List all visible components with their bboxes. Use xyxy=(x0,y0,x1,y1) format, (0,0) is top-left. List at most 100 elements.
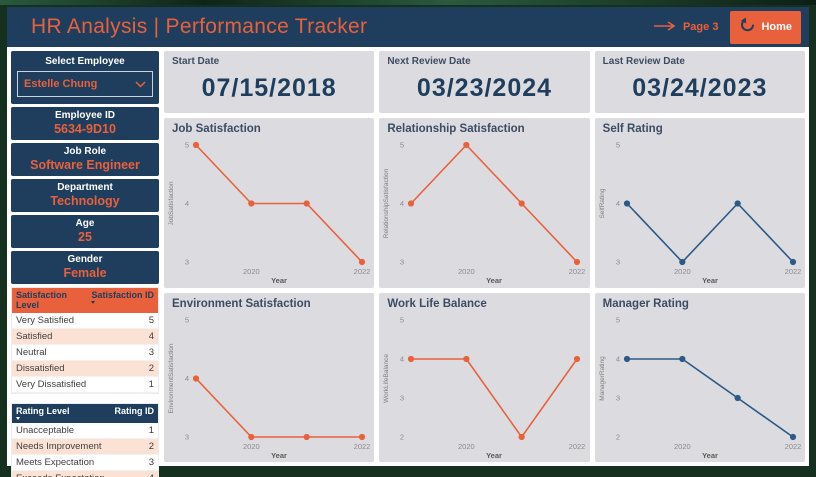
return-arrow-icon xyxy=(739,17,756,37)
home-button[interactable]: Home xyxy=(730,10,801,44)
svg-text:2: 2 xyxy=(615,432,619,441)
svg-text:3: 3 xyxy=(185,432,189,441)
field-value: Software Engineer xyxy=(30,158,140,172)
home-button-label: Home xyxy=(761,21,792,33)
column-header: Satisfaction Level xyxy=(16,290,68,310)
select-employee-label: Select Employee xyxy=(45,56,125,67)
work-life-balance-chart-card: Work Life Balance 5 4 3 2 WorkLifeBalance 202… xyxy=(379,292,590,463)
relationship-satisfaction-line-chart[interactable]: 5 4 3 RelationshipSatisfaction 2020 2022 Year xyxy=(379,135,589,288)
svg-text:4: 4 xyxy=(185,199,189,208)
svg-text:2020: 2020 xyxy=(243,267,260,276)
field-value: 25 xyxy=(78,230,92,244)
self-rating-line-chart[interactable]: 5 4 3 SelfRating 2020 2022 Year xyxy=(595,135,805,288)
svg-text:EnvironmentSatisfaction: EnvironmentSatisfaction xyxy=(168,343,175,413)
cell-level: Neutral xyxy=(16,347,47,358)
svg-text:Year: Year xyxy=(271,451,287,460)
job-role-card: Job Role Software Engineer xyxy=(11,143,159,176)
field-label: Job Role xyxy=(63,146,107,157)
next-page-nav[interactable]: Page 3 xyxy=(653,18,718,36)
cell-level: Needs Improvement xyxy=(16,441,102,452)
svg-text:2022: 2022 xyxy=(354,442,371,451)
chart-title: Self Rating xyxy=(602,123,663,135)
svg-text:3: 3 xyxy=(185,258,189,267)
table-row[interactable]: Satisfied 4 xyxy=(12,329,158,345)
employee-dropdown-value: Estelle Chung xyxy=(24,78,98,90)
svg-text:2020: 2020 xyxy=(243,442,260,451)
cell-id: 3 xyxy=(148,457,154,468)
svg-text:3: 3 xyxy=(615,393,619,402)
date-card-label: Start Date xyxy=(172,56,220,67)
date-card-value: 03/24/2023 xyxy=(632,73,768,102)
chart-svg: 5 4 3 2 WorkLifeBalance 2020 2022 Year xyxy=(383,315,586,460)
date-card-label: Last Review Date xyxy=(602,56,685,67)
right-arrow-icon xyxy=(653,18,677,36)
employee-dropdown[interactable]: Estelle Chung xyxy=(17,71,153,97)
table-row[interactable]: Exceeds Expectation 4 xyxy=(12,471,158,477)
svg-text:ManagerRating: ManagerRating xyxy=(599,355,606,400)
sort-caret-icon xyxy=(16,417,20,420)
table-row[interactable]: Very Dissatisfied 1 xyxy=(12,377,158,393)
svg-text:Year: Year xyxy=(702,276,718,285)
svg-text:5: 5 xyxy=(400,315,404,324)
column-header: Rating ID xyxy=(114,406,155,416)
date-card-value: 03/23/2024 xyxy=(416,73,553,102)
svg-text:2020: 2020 xyxy=(458,267,475,276)
svg-text:2020: 2020 xyxy=(674,442,691,451)
environment-satisfaction-line-chart[interactable]: 5 4 3 EnvironmentSatisfaction 2020 2022 Year xyxy=(164,310,374,463)
table-row[interactable]: Dissatisfied 2 xyxy=(12,361,158,377)
job-satisfaction-line-chart[interactable]: 5 4 3 JobSatisfaction 2020 2022 Year xyxy=(164,135,374,288)
svg-text:2022: 2022 xyxy=(569,267,586,276)
start-date-card: Start Date 07/15/2018 xyxy=(164,51,375,113)
manager-rating-chart-card: Manager Rating 5 4 3 2 ManagerRating 2020 2022… xyxy=(594,292,805,463)
field-label: Department xyxy=(57,182,113,193)
column-header: Satisfaction ID xyxy=(91,290,154,300)
svg-text:Year: Year xyxy=(271,276,287,285)
satisfaction-table: Satisfaction Level Satisfaction ID Very … xyxy=(11,287,159,394)
svg-text:3: 3 xyxy=(400,258,404,267)
table-row[interactable]: Meets Expectation 3 xyxy=(12,455,158,471)
date-card-label: Next Review Date xyxy=(387,56,471,67)
svg-text:Year: Year xyxy=(486,276,502,285)
cell-level: Unacceptable xyxy=(16,425,75,436)
svg-text:2022: 2022 xyxy=(784,267,801,276)
svg-text:4: 4 xyxy=(400,199,404,208)
svg-text:JobSatisfaction: JobSatisfaction xyxy=(168,181,175,225)
rating-table-header[interactable]: Rating Level Rating ID xyxy=(12,404,158,423)
table-row[interactable]: Needs Improvement 2 xyxy=(12,439,158,455)
svg-text:5: 5 xyxy=(185,141,189,150)
table-row[interactable]: Neutral 3 xyxy=(12,345,158,361)
column-header: Rating Level xyxy=(16,406,70,416)
svg-text:3: 3 xyxy=(400,393,404,402)
table-row[interactable]: Very Satisfied 5 xyxy=(12,313,158,329)
svg-text:RelationshipSatisfaction: RelationshipSatisfaction xyxy=(383,168,390,238)
svg-text:5: 5 xyxy=(185,315,189,324)
svg-text:5: 5 xyxy=(400,141,404,150)
gender-card: Gender Female xyxy=(11,251,159,284)
app-header: HR Analysis | Performance Tracker Page 3… xyxy=(7,7,809,47)
cell-id: 1 xyxy=(148,379,154,390)
cell-id: 3 xyxy=(148,347,154,358)
chart-title: Work Life Balance xyxy=(387,297,487,310)
svg-text:2020: 2020 xyxy=(458,442,475,451)
relationship-satisfaction-chart-card: Relationship Satisfaction 5 4 3 Relationshi… xyxy=(379,118,590,288)
cell-level: Very Dissatisfied xyxy=(16,379,87,390)
employee-selector-card: Select Employee Estelle Chung xyxy=(11,51,159,104)
rating-table: Rating Level Rating ID Unacceptable 1 Ne… xyxy=(11,403,159,477)
cell-level: Satisfied xyxy=(16,331,53,342)
cell-id: 4 xyxy=(136,473,154,477)
svg-text:2022: 2022 xyxy=(569,442,586,451)
cell-id: 2 xyxy=(148,363,154,374)
main-grid: Start Date 07/15/2018 Next Review Date 0… xyxy=(164,51,805,462)
svg-text:SelfRating: SelfRating xyxy=(599,188,606,218)
sort-caret-icon xyxy=(91,301,96,304)
satisfaction-table-header[interactable]: Satisfaction Level Satisfaction ID xyxy=(12,288,158,313)
svg-text:4: 4 xyxy=(615,199,619,208)
environment-satisfaction-chart-card: Environment Satisfaction 5 4 3 EnvironmentS… xyxy=(164,292,375,463)
manager-rating-line-chart[interactable]: 5 4 3 2 ManagerRating 2020 2022 Year xyxy=(595,310,805,463)
svg-text:5: 5 xyxy=(615,141,619,150)
field-label: Employee ID xyxy=(54,110,116,121)
cell-id: 5 xyxy=(148,315,154,326)
table-row[interactable]: Unacceptable 1 xyxy=(12,423,158,439)
date-card-value: 07/15/2018 xyxy=(201,73,337,102)
work-life-balance-line-chart[interactable]: 5 4 3 2 WorkLifeBalance 2020 2022 Year xyxy=(379,310,589,463)
